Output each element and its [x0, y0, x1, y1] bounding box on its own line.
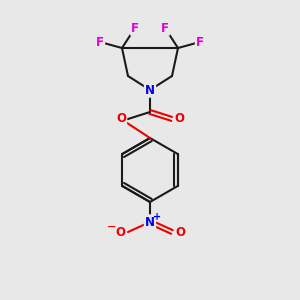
Text: +: +	[153, 212, 161, 222]
Text: O: O	[175, 226, 185, 238]
Text: N: N	[145, 215, 155, 229]
Text: N: N	[145, 83, 155, 97]
Text: −: −	[107, 222, 117, 232]
Text: F: F	[196, 35, 204, 49]
Text: O: O	[116, 112, 126, 125]
Text: O: O	[115, 226, 125, 238]
Text: F: F	[96, 35, 104, 49]
Text: F: F	[161, 22, 169, 34]
Text: O: O	[174, 112, 184, 125]
Text: F: F	[131, 22, 139, 34]
